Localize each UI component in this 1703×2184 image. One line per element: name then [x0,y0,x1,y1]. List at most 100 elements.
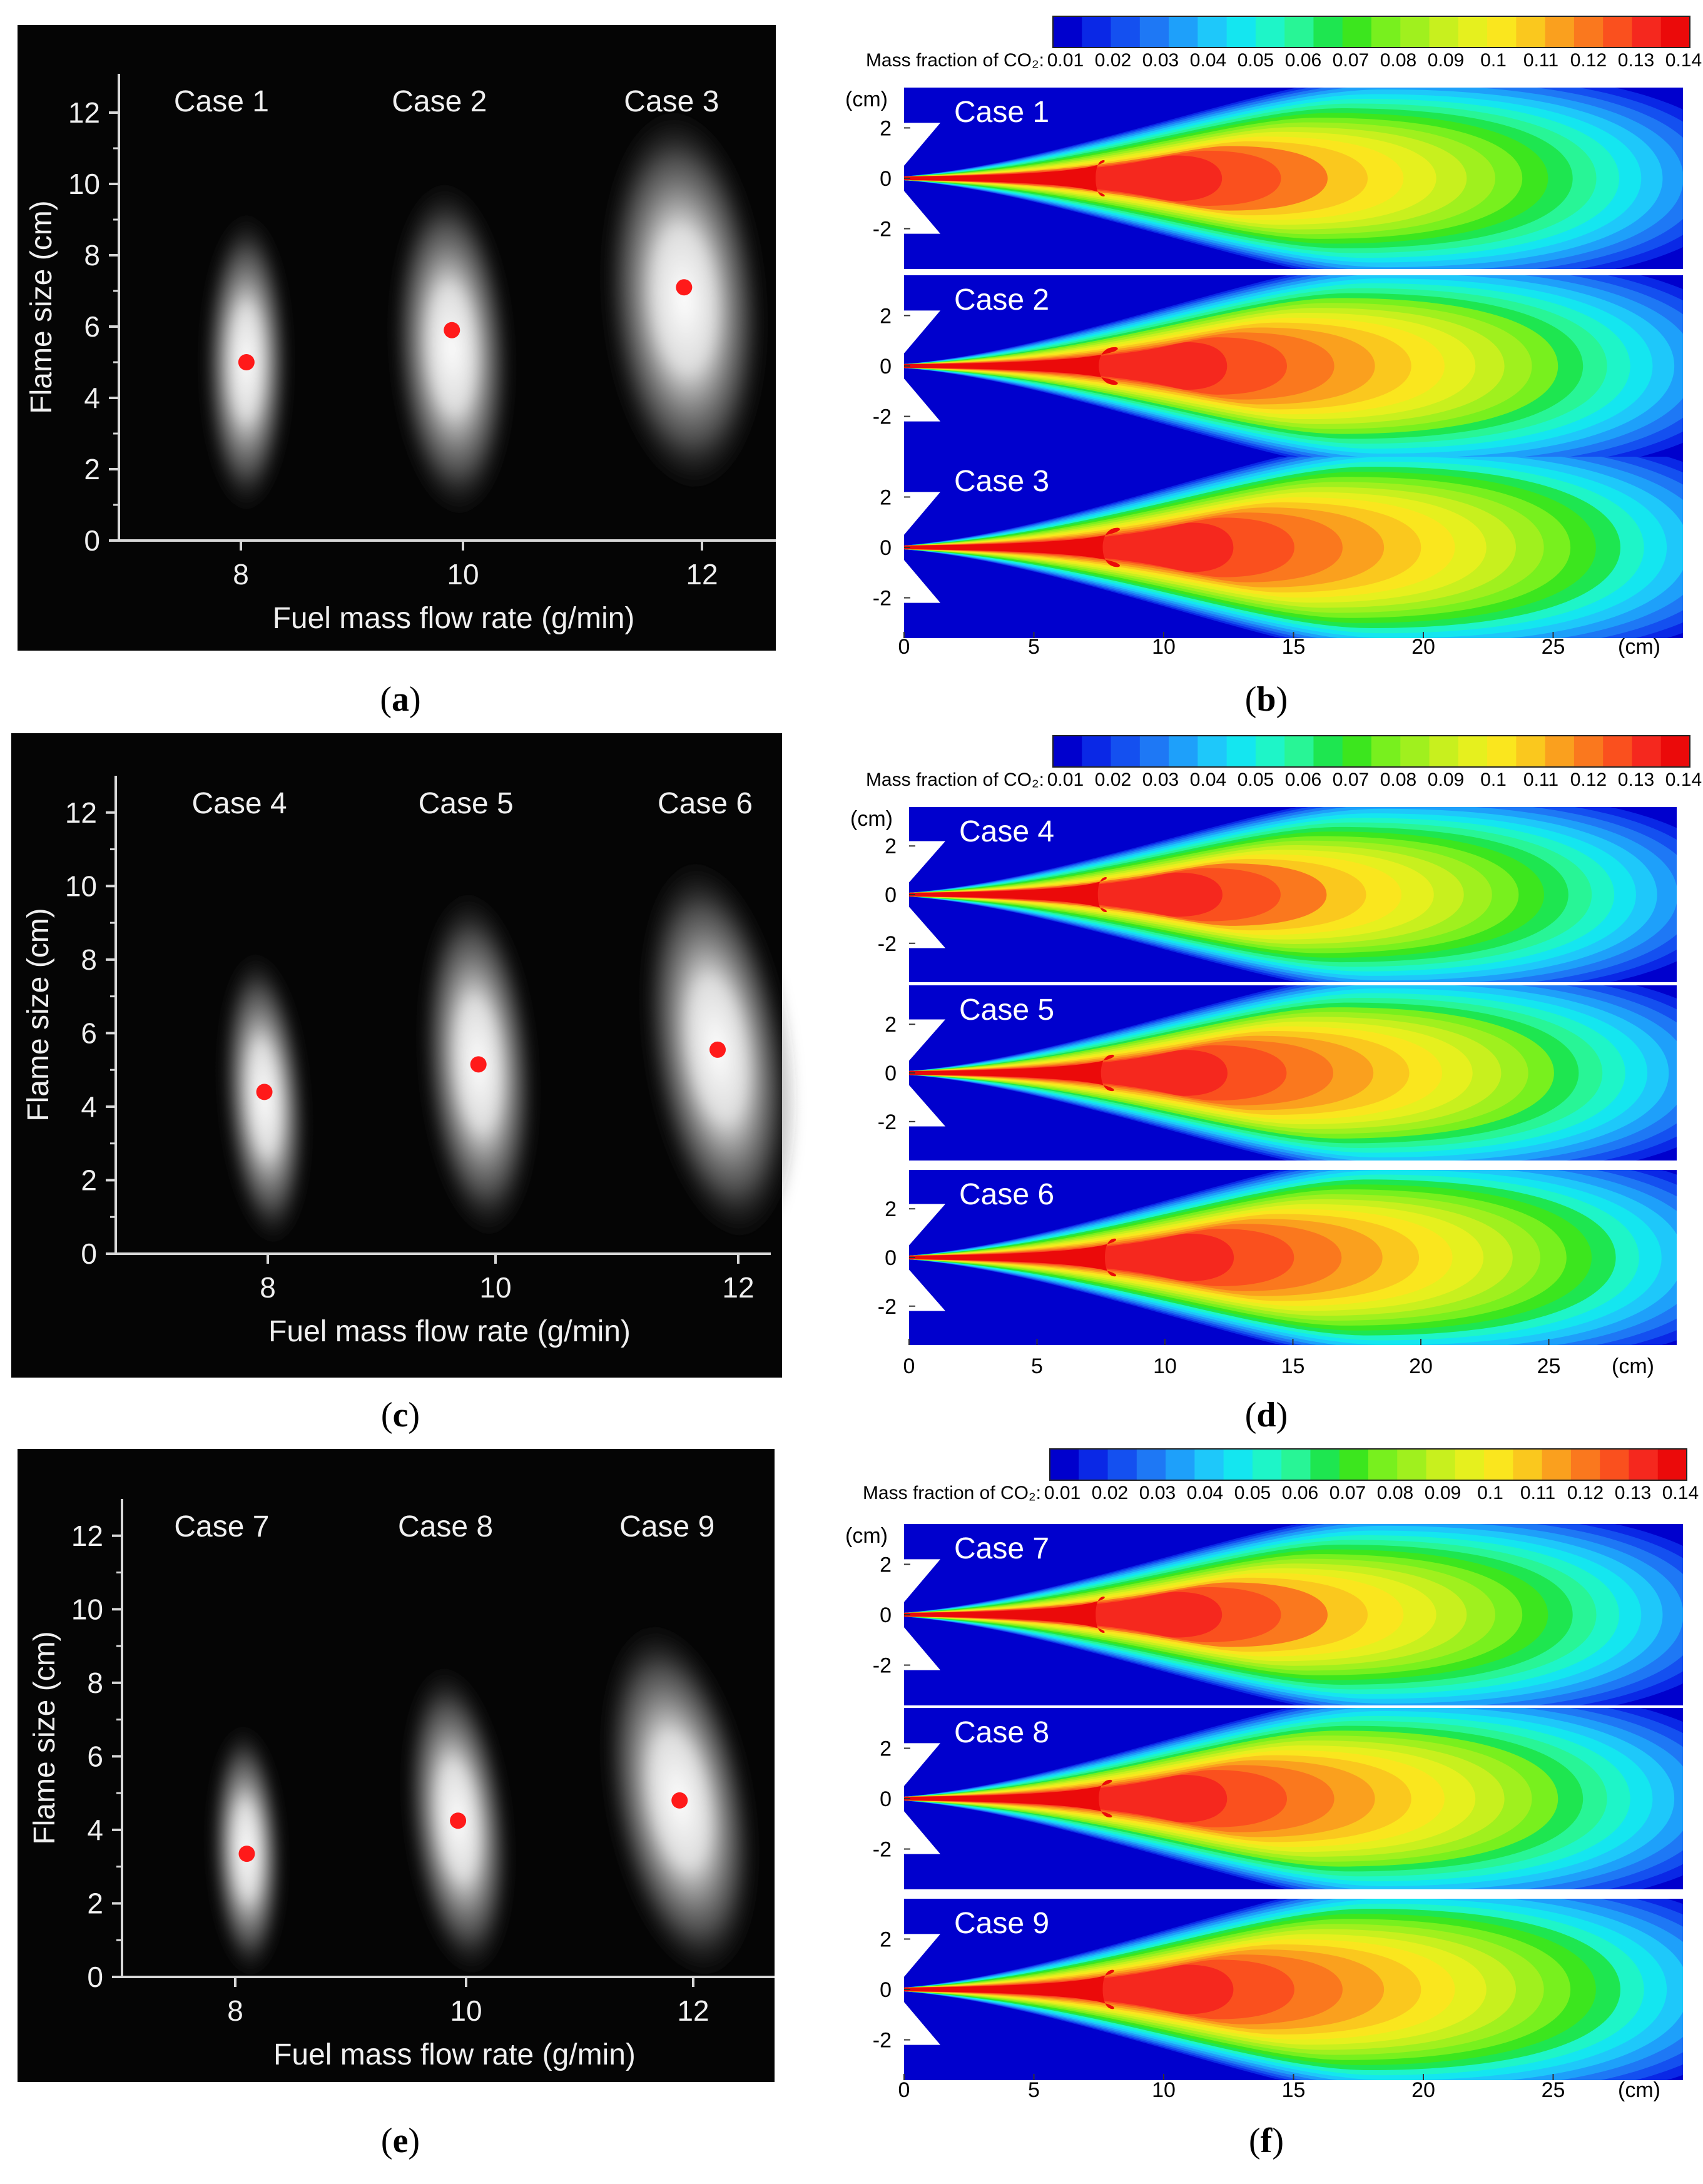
colorbar-tick-label: 0.06 [1285,769,1321,790]
x-tick-label: 12 [677,1994,709,2027]
colorbar-tick-label: 0.03 [1142,50,1179,71]
colorbar-tick-label: 0.12 [1570,769,1607,790]
y-tick-label: 2 [880,1928,892,1951]
colorbar-swatch [1169,16,1198,48]
colorbar-tick-label: 0.01 [1047,769,1084,790]
colorbar-tick-label: 0.13 [1618,50,1654,71]
flame-size-point [238,1846,255,1862]
colorbar-tick-label: 0.1 [1480,50,1507,71]
colorbar-label: Mass fraction of CO₂: [866,769,1044,790]
colorbar-swatch [1284,16,1314,48]
flame-image [598,99,770,500]
contour-bands [904,1708,1683,1889]
colorbar-swatch [1255,16,1285,48]
panel-label-e: (e) [380,2121,420,2160]
contour-band [909,1054,1114,1092]
contour-plot: Case 9 2 0 -2 [873,1899,1683,2080]
colorbar-swatch [1368,1449,1398,1480]
contour-band [904,1779,1112,1818]
y-tick-label: -2 [878,932,897,956]
colorbar-swatch [1313,736,1343,767]
colorbar-swatch [1082,16,1112,48]
colorbar-swatch [1053,736,1082,767]
nozzle-lower [904,378,940,422]
flame-size-point [671,1792,688,1809]
y-tick-label: -2 [873,1654,892,1678]
colorbar-swatch [1342,736,1372,767]
y-axis-label: Flame size (cm) [28,1631,61,1844]
y-tick-label: -2 [873,405,892,429]
y-tick-label: 0 [885,1062,897,1085]
flame-size-point [676,279,693,296]
colorbar-swatch [1050,1449,1079,1480]
x-tick-label: 8 [233,558,249,591]
y-tick-label: 2 [880,1737,892,1760]
panel-label-b: (b) [1244,680,1288,719]
y-tick-label: 12 [71,1520,103,1552]
y-tick-label: -2 [873,2029,892,2053]
case-label: Case 7 [954,1532,1049,1565]
y-tick-label: 0 [81,1237,97,1270]
colorbar-swatch [1458,736,1488,767]
x-tick-label: 12 [686,558,718,591]
y-tick-label: 0 [880,1603,892,1627]
y-tick-label: 2 [880,1553,892,1577]
colorbar-tick-label: 0.14 [1665,50,1702,71]
flame-size-point [238,354,255,370]
colorbar-swatch [1660,16,1690,48]
colorbar-swatch [1284,736,1314,767]
case-label: Case 8 [398,1510,493,1543]
colorbar-swatch [1570,1449,1600,1480]
colorbar-swatch [1513,1449,1543,1480]
colorbar-tick-label: 0.04 [1190,50,1226,71]
x-tick-label: 5 [1028,635,1040,659]
x-unit-label: (cm) [1612,1354,1654,1378]
x-tick-label: 20 [1411,635,1435,659]
y-tick-label: 8 [87,1667,103,1699]
contour-bands [909,1170,1677,1345]
colorbar-swatch [1139,16,1169,48]
x-tick-label: 20 [1409,1354,1433,1378]
colorbar-tick-label: 0.14 [1665,769,1702,790]
contour-bands [909,807,1677,982]
colorbar-swatch [1226,16,1256,48]
colorbar-swatch [1455,1449,1485,1480]
nozzle-upper [904,1559,940,1602]
colorbar-swatch [1255,736,1285,767]
colorbar-tick-label: 0.08 [1377,1483,1413,1503]
y-tick-label: 2 [880,304,892,328]
y-tick-label: 0 [885,883,897,907]
colorbar-label: Mass fraction of CO₂: [863,1483,1041,1503]
y-axis-label: Flame size (cm) [25,200,58,414]
panel-label-a: (a) [380,680,421,719]
nozzle-upper [904,310,940,353]
colorbar-swatch [1079,1449,1109,1480]
colorbar-tick-label: 0.09 [1428,769,1464,790]
colorbar-tick-label: 0.06 [1282,1483,1318,1503]
colorbar-tick-label: 0.11 [1520,1483,1555,1503]
contour-plot: Case 8 2 0 -2 [873,1708,1683,1889]
y-tick-label: 6 [84,310,100,343]
case-label: Case 5 [419,787,514,820]
y-tick-label: -2 [878,1295,897,1319]
case-label: Case 2 [392,85,487,118]
flame-chart-e: 0 2 4 6 8 10 12 8 10 12 Fuel mass flow rate (g/min… [18,1449,775,2082]
contour-bands [904,457,1683,638]
colorbar-swatch [1194,1449,1224,1480]
colorbar-tick-label: 0.02 [1095,769,1131,790]
panel-label-f: (f) [1249,2121,1284,2160]
colorbar-swatch [1629,1449,1659,1480]
y-tick-label: 2 [84,453,100,485]
x-unit-label: (cm) [1618,2078,1660,2102]
colorbar-tick-label: 0.05 [1234,1483,1271,1503]
colorbar-tick-label: 0.06 [1285,50,1321,71]
contour-band [904,527,1120,567]
contour-bands [904,1899,1683,2080]
colorbar-swatch [1313,16,1343,48]
flame-size-point [709,1041,726,1058]
colorbar-swatch [1487,736,1517,767]
colorbar-swatch [1516,16,1546,48]
colorbar-tick-label: 0.05 [1238,769,1274,790]
contour-plot: Case 1 2 0 -2 (cm) [845,88,1683,269]
